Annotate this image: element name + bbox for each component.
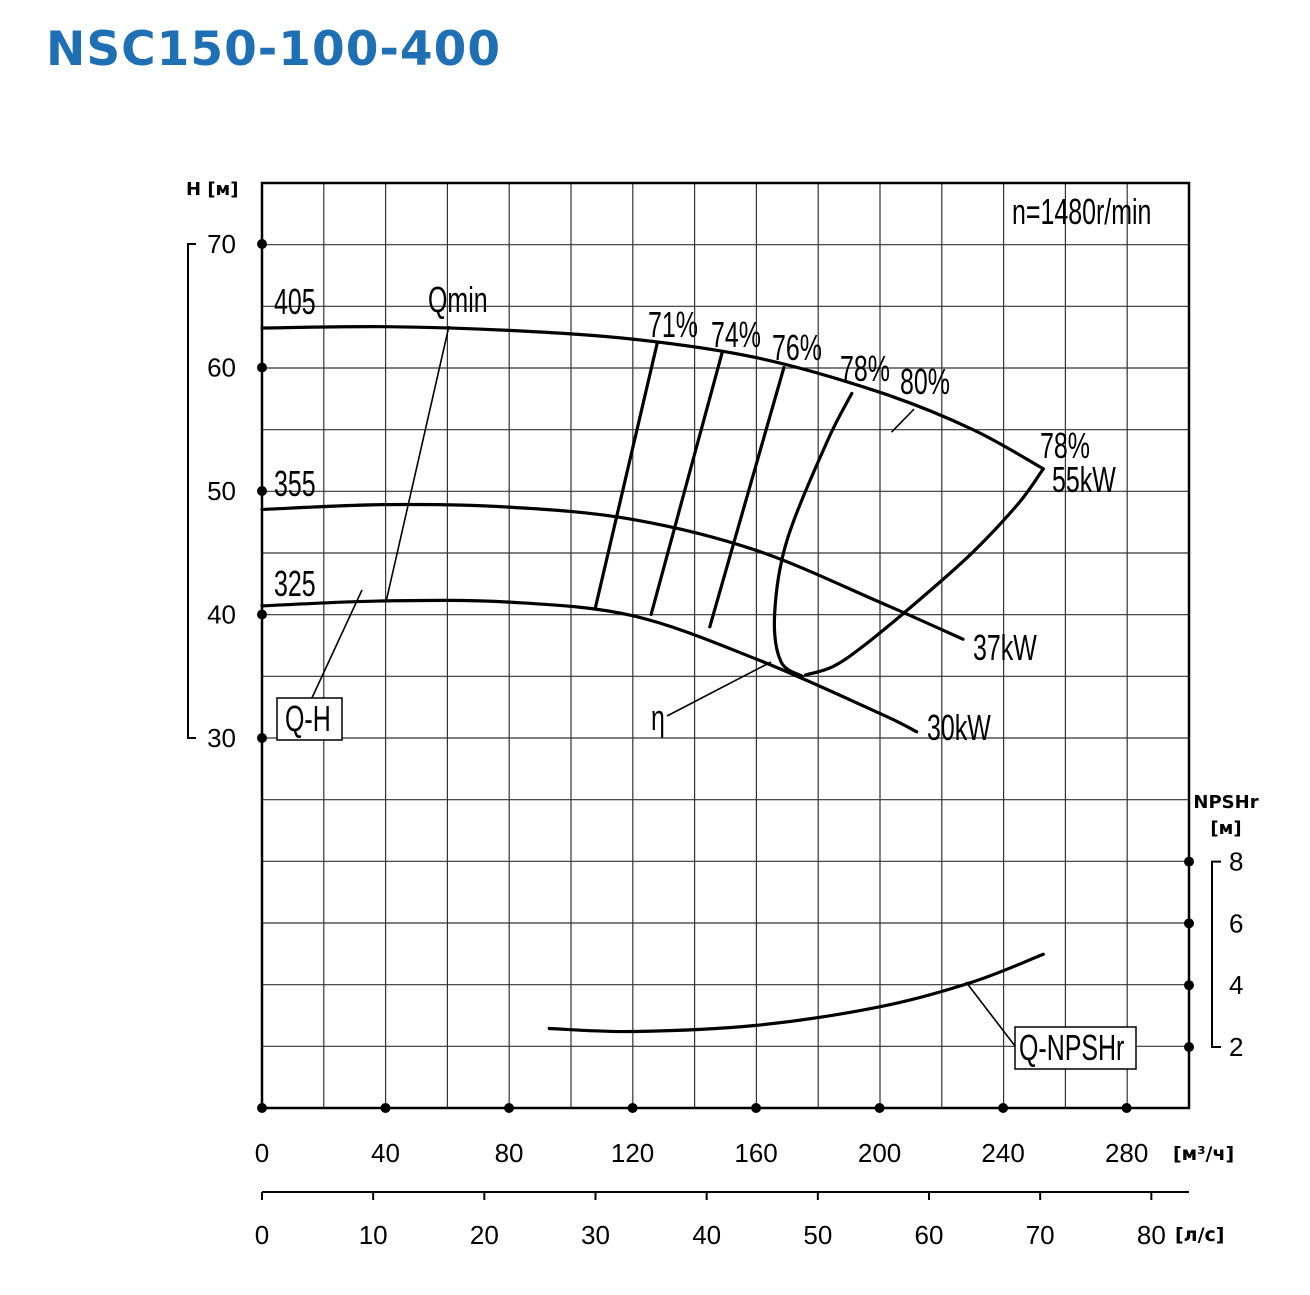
npshr-label-box <box>1014 1026 1137 1070</box>
head-tick-label: 70 <box>207 229 236 259</box>
efficiency-line-71pct <box>593 341 659 609</box>
flow-tick-dot <box>1121 1103 1132 1113</box>
flow-m3h-tick-label: 240 <box>981 1138 1024 1168</box>
plot-border <box>260 181 1191 1110</box>
flow-m3h-tick-label: 0 <box>255 1138 269 1168</box>
npshr-axis-bracket <box>1211 860 1221 1048</box>
efficiency-label-71pct: 71% <box>648 305 698 346</box>
head-tick-label: 60 <box>207 353 236 383</box>
flow-ls-tick-label: 20 <box>470 1220 499 1250</box>
flow-ls-tick-label: 30 <box>581 1220 610 1250</box>
flow-tick-dot <box>751 1103 762 1113</box>
power-label-37kw: 37kW <box>973 628 1037 669</box>
head-tick-dot <box>257 239 267 249</box>
efficiency-label-80pct: 80% <box>900 362 950 403</box>
npshr-axis-unit: [м] <box>1210 818 1241 839</box>
end-efficiency-label: 78% <box>1040 426 1090 467</box>
power-envelope-curve <box>803 467 1045 677</box>
speed-label: n=1480r/min <box>1012 192 1151 233</box>
npshr-tick-label: 4 <box>1229 970 1243 1000</box>
page-title: NSC150-100-400 <box>46 22 502 77</box>
impeller-label-405: 405 <box>274 282 316 323</box>
flow-ls-unit: [л/с] <box>1175 1224 1225 1246</box>
flow-ls-tick-label: 70 <box>1026 1220 1055 1250</box>
qh-curve-325 <box>260 598 919 734</box>
head-tick-dot <box>257 362 267 373</box>
npshr-curve-label: Q-NPSHr <box>1019 1028 1124 1069</box>
head-tick-dot <box>257 733 267 743</box>
qmin-label: Qmin <box>428 280 488 321</box>
head-tick-dot <box>257 609 267 620</box>
npshr-tick-dot <box>1184 980 1194 991</box>
efficiency-line-76pct <box>708 365 786 629</box>
head-axis-label: H [м] <box>186 179 239 200</box>
efficiency-label-74pct: 74% <box>711 315 761 356</box>
qh-label: Q-H <box>285 699 331 740</box>
head-tick-label: 40 <box>207 600 236 630</box>
flow-tick-dot <box>504 1103 515 1113</box>
power-label-55kw: 55kW <box>1052 460 1116 501</box>
impeller-label-325: 325 <box>274 564 316 605</box>
flow-tick-dot <box>257 1103 267 1113</box>
flow-tick-dot <box>998 1103 1009 1113</box>
flow-m3h-tick-label: 200 <box>858 1138 901 1168</box>
flow-ls-tick-label: 0 <box>255 1220 269 1250</box>
qh-leader-line <box>310 589 363 701</box>
curves <box>260 325 1045 1047</box>
flow-m3h-tick-label: 120 <box>611 1138 654 1168</box>
head-tick-dot <box>257 486 267 496</box>
qh-curve-355 <box>260 502 965 641</box>
impeller-label-355: 355 <box>274 464 316 505</box>
flow-tick-dot <box>874 1103 885 1113</box>
npshr-tick-dot <box>1184 918 1194 929</box>
npshr-tick-label: 6 <box>1229 908 1243 938</box>
head-tick-label: 50 <box>207 476 236 506</box>
npshr-tick-label: 2 <box>1229 1032 1243 1062</box>
qh-curve-405 <box>260 325 1045 471</box>
power-label-30kw: 30kW <box>927 708 991 749</box>
efficiency-line-78pct <box>772 391 854 678</box>
efficiency-label-76pct: 76% <box>772 328 822 369</box>
flow-ls-tick-label: 40 <box>692 1220 721 1250</box>
head-tick-label: 30 <box>207 723 236 753</box>
npshr-curve <box>547 952 1045 1034</box>
npshr-axis-label: NPSHr <box>1193 792 1258 813</box>
flow-ls-tick-label: 80 <box>1137 1220 1166 1250</box>
flow-m3h-tick-label: 280 <box>1105 1138 1148 1168</box>
npshr-tick-dot <box>1184 1042 1194 1052</box>
qmin-leader-line <box>385 325 450 603</box>
grid <box>262 183 1189 1108</box>
flow-m3h-tick-label: 160 <box>734 1138 777 1168</box>
npshr-tick-dot <box>1184 856 1194 867</box>
flow-m3h-tick-label: 40 <box>371 1138 400 1168</box>
eta-leader-line <box>666 661 772 717</box>
efficiency-label-78pct: 78% <box>840 349 890 390</box>
npshr-tick-label: 8 <box>1229 847 1243 877</box>
plot-frame <box>260 181 1191 1110</box>
efficiency-line-74pct <box>649 351 724 617</box>
flow-tick-dot <box>627 1103 638 1113</box>
qh-label-box <box>276 697 343 741</box>
efficiency-line-80pct <box>891 408 915 433</box>
head-axis-bracket <box>187 243 196 739</box>
flow-m3h-tick-label: 80 <box>495 1138 524 1168</box>
flow-ls-tick-label: 10 <box>359 1220 388 1250</box>
flow-m3h-unit: [м³/ч] <box>1173 1143 1234 1165</box>
eta-label: η <box>651 698 665 739</box>
flow-tick-dot <box>380 1103 391 1113</box>
flow-ls-tick-label: 60 <box>915 1220 944 1250</box>
npshr-leader-line <box>965 981 1016 1047</box>
flow-ls-tick-label: 50 <box>803 1220 832 1250</box>
